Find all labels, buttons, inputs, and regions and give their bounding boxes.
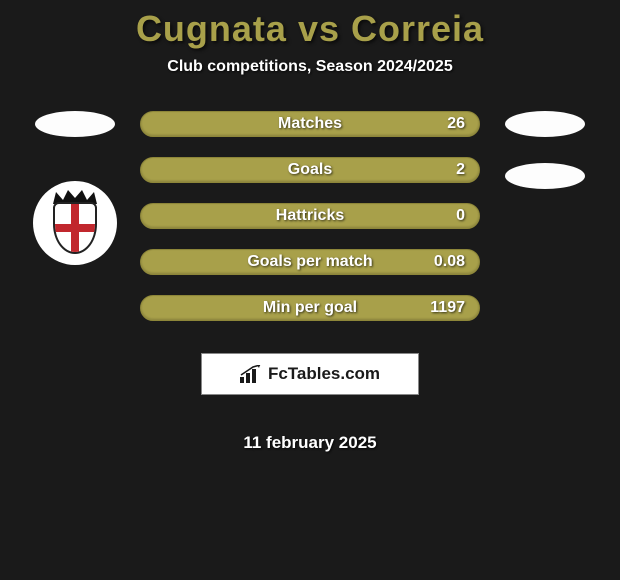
stat-bar-gpm: Goals per match 0.08 [140,249,480,275]
brand-box[interactable]: FcTables.com [201,353,419,395]
stat-label: Goals [288,161,332,179]
stat-value: 0 [456,207,465,225]
stats-column: Matches 26 Goals 2 Hattricks 0 Goals per… [140,111,480,453]
stat-label: Hattricks [276,207,344,225]
stat-value: 1197 [430,299,465,317]
stat-bar-hattricks: Hattricks 0 [140,203,480,229]
stat-label: Min per goal [263,299,357,317]
bars-icon [240,365,262,383]
player-ellipse-right-2 [505,163,585,189]
player-ellipse-right-1 [505,111,585,137]
stat-label: Goals per match [247,253,372,271]
page-title: Cugnata vs Correia [0,8,620,50]
club-crest-left [33,181,117,265]
stat-value: 26 [447,115,465,133]
brand-text: FcTables.com [268,364,380,384]
stat-value: 0.08 [434,253,465,271]
comparison-card: Cugnata vs Correia Club competitions, Se… [0,0,620,453]
left-column [30,111,120,265]
stat-bar-goals: Goals 2 [140,157,480,183]
main-row: Matches 26 Goals 2 Hattricks 0 Goals per… [0,111,620,453]
stat-label: Matches [278,115,342,133]
shield-icon [53,202,97,254]
stat-value: 2 [456,161,465,179]
date-label: 11 february 2025 [140,433,480,453]
player-ellipse-left [35,111,115,137]
right-column [500,111,590,189]
stat-bar-mpg: Min per goal 1197 [140,295,480,321]
page-subtitle: Club competitions, Season 2024/2025 [0,58,620,76]
stat-bar-matches: Matches 26 [140,111,480,137]
